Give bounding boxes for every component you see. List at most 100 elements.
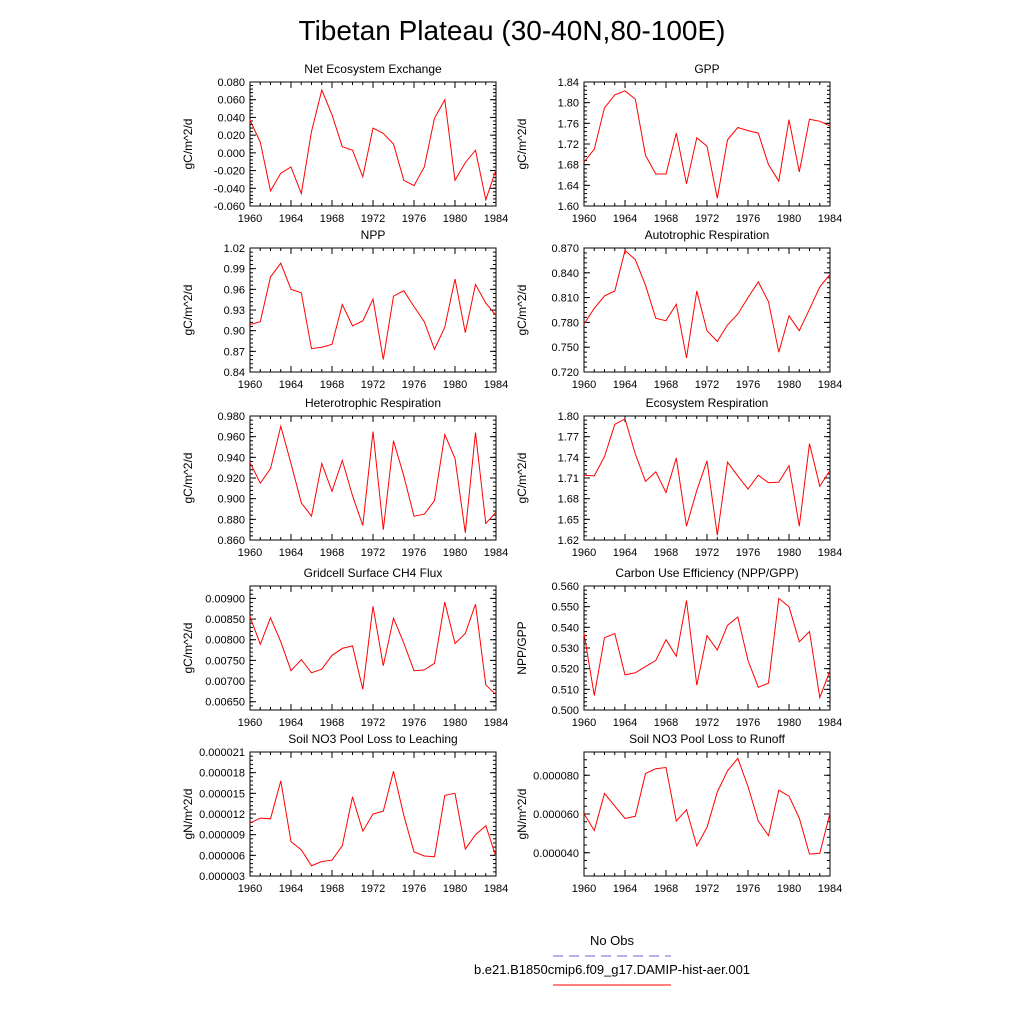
- x-tick-label: 1984: [484, 213, 508, 225]
- chart-panel-7: 1960 1964 1968 1972 1976 1980 1984 0.500 0.510 0.…: [515, 566, 842, 729]
- chart-panel-9: 1960 1964 1968 1972 1976 1980 1984 0.000040 0.00…: [515, 732, 842, 895]
- page-title: Tibetan Plateau (30-40N,80-100E): [299, 15, 726, 46]
- x-tick-label: 1968: [654, 213, 678, 225]
- chart-panel-3: 1960 1964 1968 1972 1976 1980 1984 0.720 0.750 0.…: [515, 228, 842, 391]
- y-tick-label: 0.99: [224, 264, 245, 276]
- chart-title: Soil NO3 Pool Loss to Runoff: [629, 732, 786, 746]
- y-tick-label: 0.940: [217, 452, 245, 464]
- x-tick-label: 1968: [320, 213, 344, 225]
- y-axis-label: gN/m^2/d: [515, 789, 529, 840]
- y-tick-label: 1.74: [558, 452, 579, 464]
- chart-title: Autotrophic Respiration: [645, 228, 770, 242]
- y-tick-label: 1.68: [558, 160, 579, 172]
- series-line: [249, 771, 497, 867]
- chart-title: Net Ecosystem Exchange: [304, 62, 442, 76]
- series-line: [583, 90, 831, 199]
- plot-frame: [583, 415, 831, 541]
- x-tick-label: 1964: [279, 379, 303, 391]
- x-tick-label: 1980: [443, 883, 467, 895]
- y-tick-label: 0.000: [217, 148, 245, 160]
- x-tick-label: 1976: [736, 717, 760, 729]
- legend-label-obs: No Obs: [590, 933, 635, 948]
- y-tick-label: 0.560: [551, 581, 579, 593]
- y-tick-label: 1.64: [558, 180, 579, 192]
- y-axis-label: gC/m^2/d: [515, 285, 529, 336]
- y-tick-label: 0.96: [224, 284, 245, 296]
- x-tick-label: 1980: [443, 379, 467, 391]
- y-tick-label: 0.000009: [199, 830, 245, 842]
- x-tick-label: 1976: [402, 883, 426, 895]
- x-tick-label: 1984: [818, 213, 842, 225]
- plot-frame: [583, 585, 831, 711]
- x-tick-label: 1960: [238, 717, 262, 729]
- x-tick-label: 1984: [484, 379, 508, 391]
- y-tick-label: 0.93: [224, 305, 245, 317]
- y-tick-label: 0.980: [217, 411, 245, 423]
- x-tick-label: 1972: [361, 717, 385, 729]
- y-tick-label: 0.000080: [533, 770, 579, 782]
- chart-title: Gridcell Surface CH4 Flux: [304, 566, 443, 580]
- series-line: [583, 597, 831, 700]
- x-tick-label: 1980: [443, 213, 467, 225]
- x-tick-label: 1976: [402, 213, 426, 225]
- x-tick-label: 1964: [279, 547, 303, 559]
- y-tick-label: -0.040: [214, 183, 245, 195]
- chart-panel-2: 1960 1964 1968 1972 1976 1980 1984 0.84 0.87 0.90…: [181, 228, 508, 391]
- x-tick-label: 1972: [695, 547, 719, 559]
- series-line: [583, 757, 831, 855]
- y-tick-label: 0.500: [551, 705, 579, 717]
- x-tick-label: 1960: [572, 213, 596, 225]
- series-line: [249, 88, 497, 202]
- series-line: [583, 249, 831, 358]
- y-tick-label: 1.80: [558, 411, 579, 423]
- y-tick-label: 0.000060: [533, 809, 579, 821]
- y-tick-label: -0.060: [214, 201, 245, 213]
- x-tick-label: 1964: [613, 213, 637, 225]
- chart-panel-5: 1960 1964 1968 1972 1976 1980 1984 1.62 1.65 1.68…: [515, 396, 842, 559]
- y-tick-label: 0.040: [217, 112, 245, 124]
- x-tick-label: 1964: [613, 883, 637, 895]
- y-tick-label: 0.87: [224, 346, 245, 358]
- y-tick-label: 0.780: [551, 317, 579, 329]
- y-tick-label: 1.80: [558, 98, 579, 110]
- y-tick-label: 0.00800: [205, 635, 245, 647]
- x-tick-label: 1964: [279, 717, 303, 729]
- y-axis-label: gC/m^2/d: [515, 453, 529, 504]
- y-tick-label: 0.84: [224, 367, 245, 379]
- y-tick-label: 0.880: [217, 514, 245, 526]
- x-tick-label: 1968: [320, 547, 344, 559]
- x-tick-label: 1976: [736, 213, 760, 225]
- y-tick-label: 1.72: [558, 139, 579, 151]
- y-tick-label: 0.080: [217, 77, 245, 89]
- y-tick-label: -0.020: [214, 166, 245, 178]
- series-line: [249, 601, 497, 696]
- x-tick-label: 1964: [279, 883, 303, 895]
- chart-title: GPP: [694, 62, 719, 76]
- chart-title: Heterotrophic Respiration: [305, 396, 441, 410]
- x-tick-label: 1960: [572, 883, 596, 895]
- chart-title: NPP: [361, 228, 386, 242]
- y-axis-label: gC/m^2/d: [181, 453, 195, 504]
- y-tick-label: 0.000003: [199, 871, 245, 883]
- x-tick-label: 1972: [695, 213, 719, 225]
- chart-panel-6: 1960 1964 1968 1972 1976 1980 1984 0.00650 0.007…: [181, 566, 508, 729]
- x-tick-label: 1960: [238, 379, 262, 391]
- x-tick-label: 1972: [361, 379, 385, 391]
- y-tick-label: 0.060: [217, 95, 245, 107]
- x-tick-label: 1980: [777, 547, 801, 559]
- y-tick-label: 1.84: [558, 77, 579, 89]
- y-tick-label: 0.00850: [205, 614, 245, 626]
- x-tick-label: 1968: [654, 717, 678, 729]
- x-tick-label: 1972: [361, 547, 385, 559]
- y-tick-label: 0.00750: [205, 655, 245, 667]
- y-tick-label: 1.76: [558, 118, 579, 130]
- y-tick-label: 0.540: [551, 622, 579, 634]
- y-tick-label: 0.860: [217, 535, 245, 547]
- x-tick-label: 1976: [402, 717, 426, 729]
- x-tick-label: 1980: [777, 717, 801, 729]
- x-tick-label: 1984: [484, 883, 508, 895]
- y-tick-label: 1.62: [558, 535, 579, 547]
- x-tick-label: 1976: [402, 547, 426, 559]
- x-tick-label: 1960: [572, 547, 596, 559]
